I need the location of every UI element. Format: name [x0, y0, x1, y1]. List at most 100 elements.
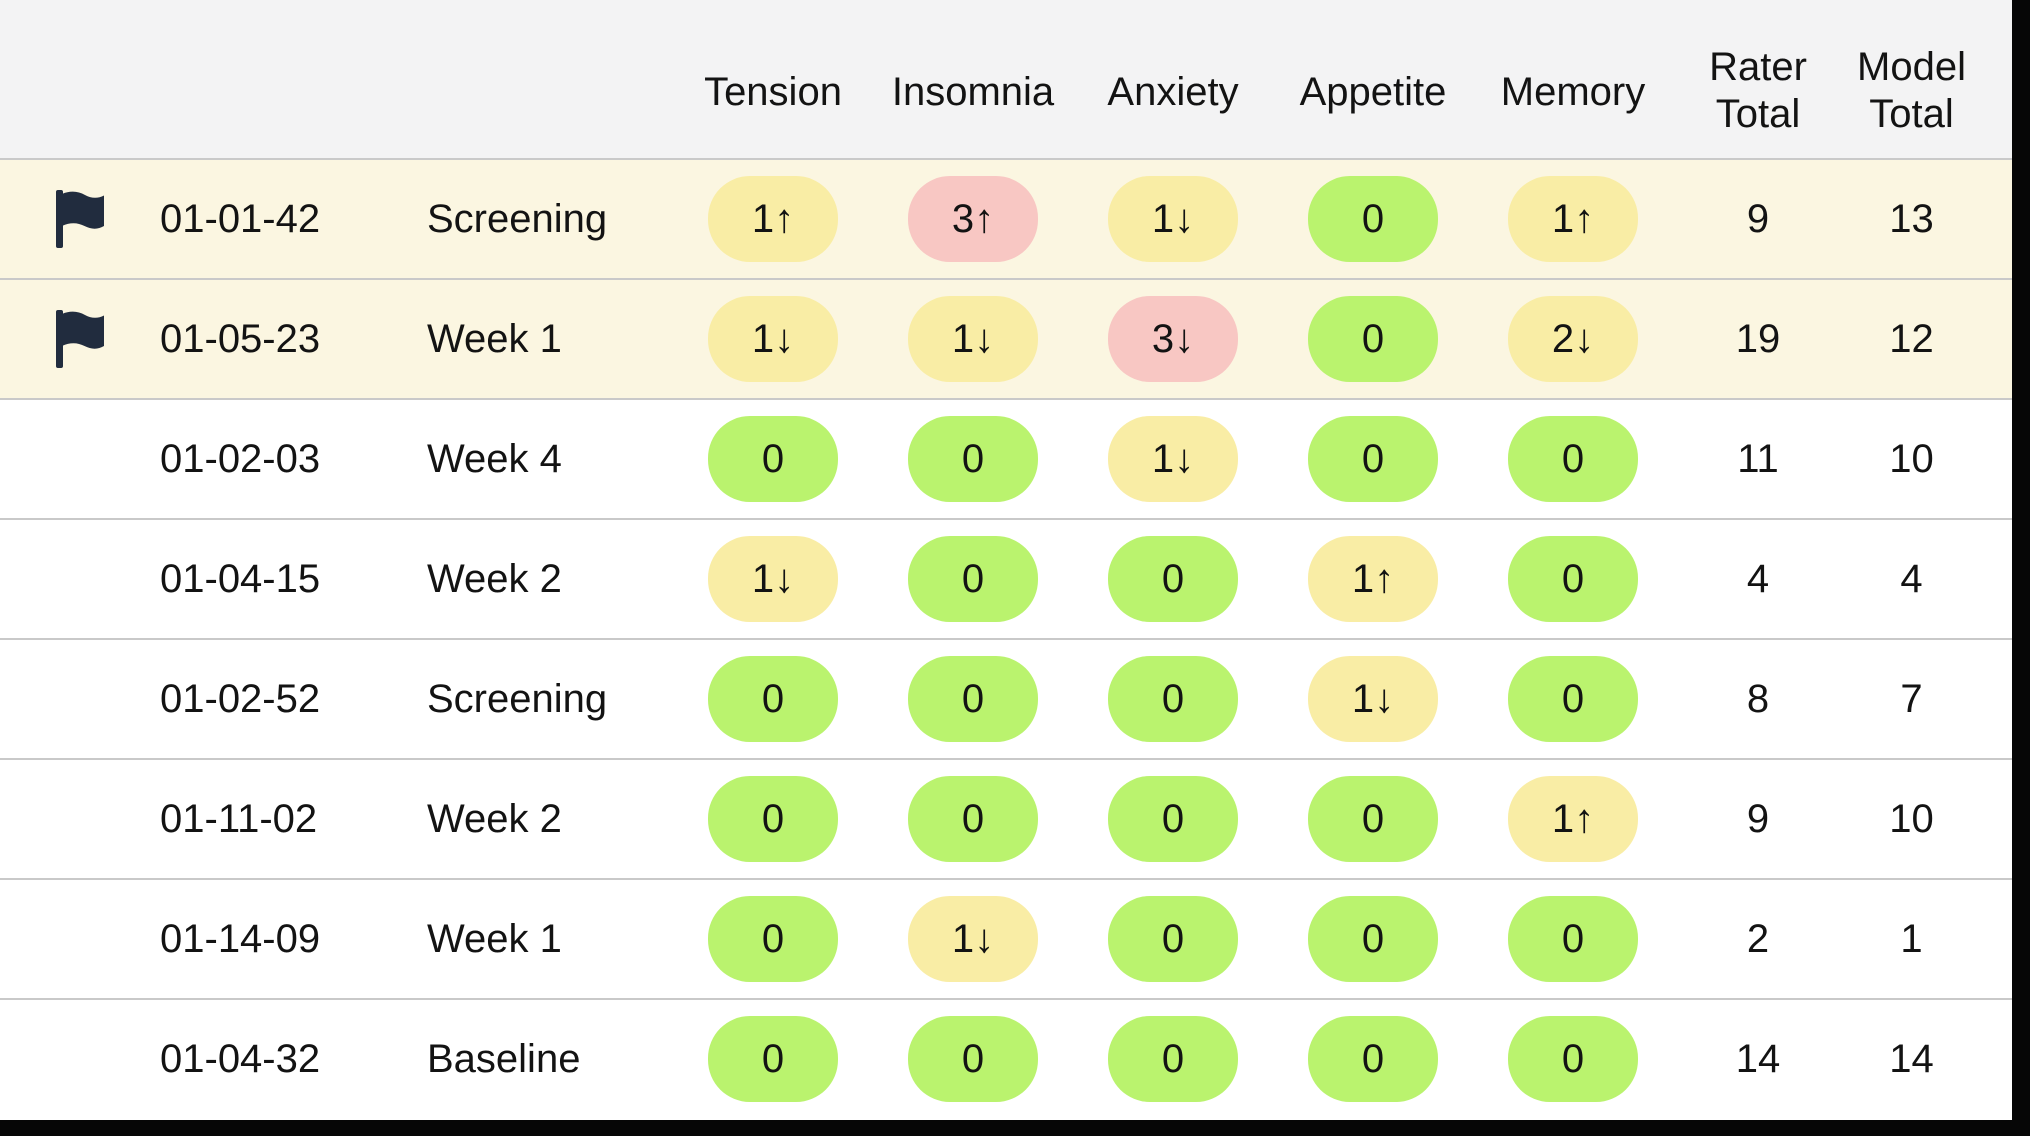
score-cell-memory: 0 — [1473, 1000, 1673, 1118]
score-pill[interactable]: 0 — [708, 896, 838, 982]
table-row[interactable]: 01-05-23 Week 1 1↓ 1↓ 3↓ 0 2↓ 19 12 — [0, 278, 2012, 398]
flag-icon[interactable] — [56, 310, 104, 368]
table-body: 01-01-42 Screening 1↑ 3↑ 1↓ 0 1↑ 9 13 01… — [0, 158, 2012, 1118]
score-pill[interactable]: 0 — [1308, 776, 1438, 862]
score-cell-anxiety: 0 — [1073, 760, 1273, 878]
score-cell-insomnia: 0 — [873, 400, 1073, 518]
score-pill[interactable]: 0 — [1108, 776, 1238, 862]
flag-cell — [0, 280, 130, 398]
score-cell-anxiety: 0 — [1073, 1000, 1273, 1118]
column-header-memory: Memory — [1473, 0, 1673, 158]
table-row[interactable]: 01-14-09 Week 1 0 1↓ 0 0 0 2 1 — [0, 878, 2012, 998]
score-pill[interactable]: 0 — [708, 416, 838, 502]
rater-line2: Total — [1715, 91, 1801, 136]
model-line1: Model — [1857, 44, 1966, 89]
score-cell-insomnia: 1↓ — [873, 880, 1073, 998]
score-cell-insomnia: 0 — [873, 760, 1073, 878]
score-pill[interactable]: 2↓ — [1508, 296, 1638, 382]
score-pill[interactable]: 0 — [1308, 896, 1438, 982]
score-pill[interactable]: 0 — [708, 1016, 838, 1102]
participant-id: 01-01-42 — [160, 196, 321, 241]
table-row[interactable]: 01-11-02 Week 2 0 0 0 0 1↑ 9 10 — [0, 758, 2012, 878]
score-pill[interactable]: 0 — [1108, 536, 1238, 622]
score-cell-tension: 0 — [673, 1000, 873, 1118]
score-pill[interactable]: 0 — [908, 416, 1038, 502]
rater-total: 14 — [1735, 1036, 1781, 1081]
table-row[interactable]: 01-04-15 Week 2 1↓ 0 0 1↑ 0 4 4 — [0, 518, 2012, 638]
model-total: 10 — [1889, 796, 1934, 841]
score-pill[interactable]: 0 — [708, 656, 838, 742]
score-pill[interactable]: 1↓ — [908, 296, 1038, 382]
flag-icon[interactable] — [56, 190, 104, 248]
column-header-label: Insomnia — [891, 69, 1055, 114]
score-cell-anxiety: 0 — [1073, 640, 1273, 758]
model-total: 7 — [1900, 676, 1923, 721]
row-spacer — [1980, 640, 2012, 758]
score-pill[interactable]: 0 — [1508, 656, 1638, 742]
score-pill[interactable]: 1↓ — [1308, 656, 1438, 742]
screen-edge-right — [2012, 0, 2030, 1136]
model-line2: Total — [1869, 91, 1954, 136]
score-pill[interactable]: 1↑ — [1508, 776, 1638, 862]
score-pill[interactable]: 1↓ — [708, 296, 838, 382]
flag-cell — [0, 520, 130, 638]
score-pill[interactable]: 0 — [1108, 1016, 1238, 1102]
score-pill[interactable]: 0 — [1508, 536, 1638, 622]
flag-cell — [0, 1000, 130, 1118]
score-pill[interactable]: 0 — [708, 776, 838, 862]
score-pill[interactable]: 1↓ — [1108, 416, 1238, 502]
table-row[interactable]: 01-01-42 Screening 1↑ 3↑ 1↓ 0 1↑ 9 13 — [0, 158, 2012, 278]
score-cell-anxiety: 0 — [1073, 520, 1273, 638]
flag-cell — [0, 400, 130, 518]
score-pill[interactable]: 0 — [1308, 296, 1438, 382]
participant-id: 01-05-23 — [160, 316, 321, 361]
rater-total: 8 — [1746, 676, 1770, 721]
model-total: 13 — [1889, 196, 1934, 241]
score-pill[interactable]: 0 — [1308, 176, 1438, 262]
score-cell-appetite: 0 — [1273, 280, 1473, 398]
score-cell-insomnia: 3↑ — [873, 160, 1073, 278]
table-row[interactable]: 01-02-03 Week 4 0 0 1↓ 0 0 11 10 — [0, 398, 2012, 518]
score-cell-appetite: 0 — [1273, 400, 1473, 518]
score-pill[interactable]: 1↑ — [708, 176, 838, 262]
visit-label: Baseline — [427, 1036, 581, 1081]
score-pill[interactable]: 0 — [1508, 416, 1638, 502]
score-pill[interactable]: 1↓ — [708, 536, 838, 622]
score-pill[interactable]: 1↑ — [1308, 536, 1438, 622]
model-total: 10 — [1889, 436, 1934, 481]
score-pill[interactable]: 0 — [908, 1016, 1038, 1102]
score-pill[interactable]: 3↑ — [908, 176, 1038, 262]
participant-id: 01-02-52 — [160, 676, 321, 721]
score-pill[interactable]: 0 — [908, 536, 1038, 622]
column-header-rater-total: Rater Total — [1673, 0, 1843, 158]
score-cell-tension: 0 — [673, 880, 873, 998]
flag-cell — [0, 160, 130, 278]
score-pill[interactable]: 3↓ — [1108, 296, 1238, 382]
row-spacer — [1980, 1000, 2012, 1118]
score-cell-tension: 0 — [673, 640, 873, 758]
visit-label: Screening — [427, 196, 608, 241]
table-row[interactable]: 01-04-32 Baseline 0 0 0 0 0 14 14 — [0, 998, 2012, 1118]
participant-id: 01-04-15 — [160, 556, 321, 601]
table-row[interactable]: 01-02-52 Screening 0 0 0 1↓ 0 8 7 — [0, 638, 2012, 758]
score-pill[interactable]: 0 — [908, 776, 1038, 862]
score-cell-insomnia: 0 — [873, 520, 1073, 638]
rater-total: 9 — [1746, 796, 1770, 841]
score-pill[interactable]: 0 — [1308, 416, 1438, 502]
score-pill[interactable]: 0 — [1508, 1016, 1638, 1102]
score-pill[interactable]: 0 — [1108, 656, 1238, 742]
score-pill[interactable]: 0 — [1308, 1016, 1438, 1102]
visit-label: Week 1 — [427, 316, 562, 361]
score-cell-appetite: 1↓ — [1273, 640, 1473, 758]
score-cell-insomnia: 0 — [873, 1000, 1073, 1118]
score-pill[interactable]: 1↓ — [1108, 176, 1238, 262]
score-pill[interactable]: 0 — [908, 656, 1038, 742]
model-total: 12 — [1889, 316, 1934, 361]
score-pill[interactable]: 0 — [1508, 896, 1638, 982]
score-pill[interactable]: 0 — [1108, 896, 1238, 982]
score-pill[interactable]: 1↑ — [1508, 176, 1638, 262]
visit-label: Screening — [427, 676, 608, 721]
row-spacer — [1980, 880, 2012, 998]
score-pill[interactable]: 1↓ — [908, 896, 1038, 982]
column-header-insomnia: Insomnia — [873, 0, 1073, 158]
